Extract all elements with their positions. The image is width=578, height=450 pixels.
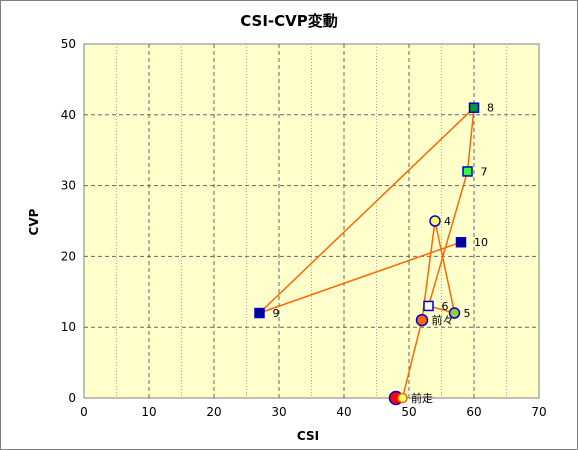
- point-label: 9: [273, 307, 280, 320]
- x-tick-label: 70: [531, 405, 546, 419]
- data-point-circle: [397, 392, 408, 404]
- y-tick-label: 40: [61, 108, 76, 122]
- x-tick-label: 10: [141, 405, 156, 419]
- y-axis-label: CVP: [27, 208, 41, 235]
- x-tick-label: 50: [401, 405, 416, 419]
- point-label: 7: [481, 165, 488, 178]
- data-point-square: [468, 102, 480, 113]
- point-label: 5: [464, 307, 471, 320]
- y-tick-label: 10: [61, 320, 76, 334]
- data-point-square: [423, 300, 434, 312]
- point-label: 4: [444, 215, 451, 228]
- x-tick-label: 20: [206, 405, 221, 419]
- point-labels: 前走 前々 4 5 6 7 8 9 10: [273, 102, 495, 405]
- data-point-square: [455, 236, 467, 248]
- chart-title: CSI-CVP変動: [240, 12, 338, 30]
- y-tick-label: 20: [61, 249, 76, 263]
- x-tick-label: 30: [271, 405, 286, 419]
- tick-labels: 0 10 20 30 40 50 60 70 0 10 20 30 40 50: [61, 37, 547, 419]
- grid-lines: [84, 44, 539, 398]
- data-points: [254, 102, 480, 406]
- point-label: 10: [474, 236, 488, 249]
- data-point-square: [462, 166, 473, 177]
- point-label: 前々: [432, 313, 454, 327]
- x-tick-label: 40: [336, 405, 351, 419]
- data-point-circle: [448, 307, 461, 319]
- y-tick-label: 30: [61, 179, 76, 193]
- data-point-circle: [429, 215, 441, 227]
- x-tick-label: 0: [80, 405, 88, 419]
- data-point-square: [254, 307, 265, 319]
- y-tick-label: 0: [68, 391, 76, 405]
- y-tick-label: 50: [61, 37, 76, 51]
- point-label: 前走: [411, 391, 433, 405]
- point-label: 6: [442, 300, 449, 313]
- x-tick-label: 60: [466, 405, 481, 419]
- x-axis-label: CSI: [297, 429, 319, 443]
- point-label: 8: [487, 102, 494, 115]
- data-point-circle: [415, 313, 429, 327]
